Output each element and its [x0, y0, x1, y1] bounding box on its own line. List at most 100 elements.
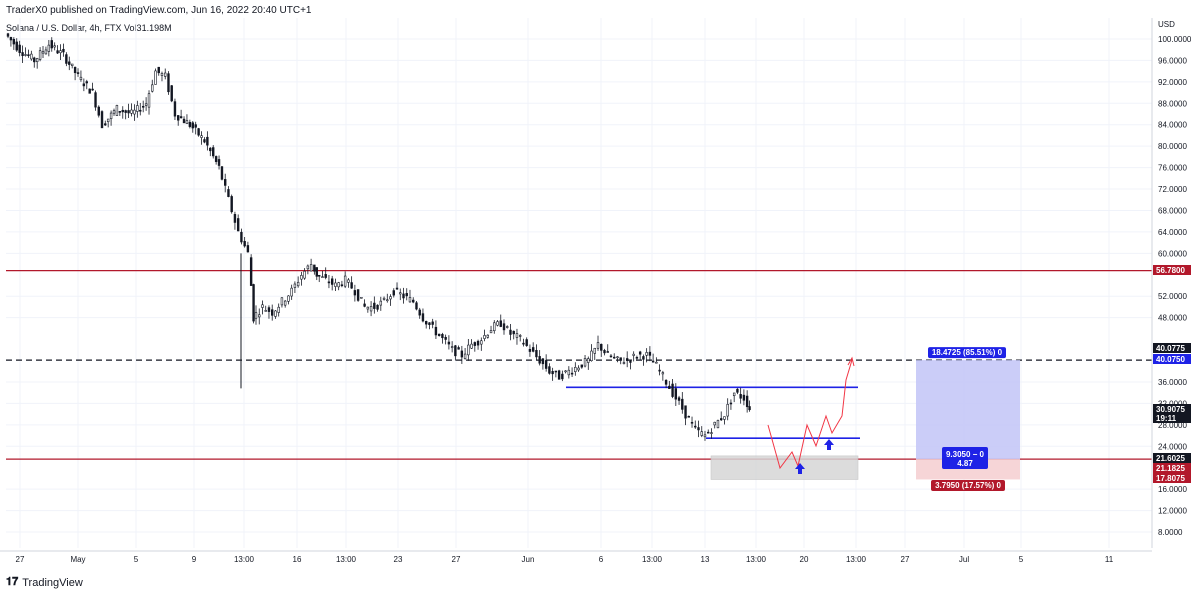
price-tag-bg — [1153, 473, 1191, 483]
x-tick-label: 20 — [800, 555, 809, 564]
candle-body — [220, 166, 224, 180]
candle-body — [745, 395, 749, 408]
x-tick-label: 5 — [1019, 555, 1024, 564]
candle-body — [118, 111, 122, 113]
candle-body — [499, 320, 502, 327]
price-tag-bg — [1153, 343, 1191, 353]
candle-body — [437, 333, 441, 336]
candle-body — [44, 49, 48, 55]
candle-body — [587, 358, 590, 363]
candle-body — [616, 356, 619, 359]
candle-body — [56, 50, 59, 54]
candle-body — [350, 282, 353, 289]
candle-body — [254, 312, 258, 319]
y-tick-label: 84.0000 — [1158, 121, 1187, 130]
candle-body — [694, 425, 697, 428]
candle-body — [567, 369, 571, 376]
x-tick-label: 16 — [293, 555, 302, 564]
price-tag-bg — [1153, 463, 1191, 473]
candle-body — [732, 392, 736, 396]
candle-body — [321, 276, 324, 278]
candle-body — [230, 196, 233, 213]
candle-body — [700, 431, 703, 436]
candle-body — [206, 136, 209, 146]
candle-body — [191, 122, 194, 129]
target-label: 18.4725 (85.51%) 0 — [932, 348, 1003, 357]
x-tick-label: 27 — [901, 555, 910, 564]
up-arrow-icon — [824, 439, 834, 450]
candle-body — [538, 356, 541, 364]
candle-body — [444, 336, 447, 340]
candle-body — [212, 147, 215, 157]
candle-body — [217, 159, 221, 166]
candle-body — [173, 101, 177, 117]
y-tick-label: 96.0000 — [1158, 56, 1187, 65]
price-tag: 40.0775 — [1156, 344, 1185, 353]
candle-body — [541, 358, 545, 365]
candle-body — [522, 342, 525, 345]
candle-body — [151, 84, 154, 92]
candle-body — [658, 369, 661, 372]
candle-body — [30, 53, 33, 60]
candle-body — [124, 110, 127, 113]
candle-body — [379, 300, 383, 306]
candle-body — [515, 333, 519, 338]
candle-body — [457, 347, 460, 350]
candles — [6, 32, 751, 441]
y-tick-label: 76.0000 — [1158, 164, 1187, 173]
x-tick-label: 27 — [452, 555, 461, 564]
candle-body — [431, 321, 434, 325]
candle-body — [386, 299, 389, 302]
candle-body — [100, 111, 104, 129]
currency-label: USD — [1158, 20, 1175, 29]
x-tick-label: 13:00 — [234, 555, 255, 564]
candle-body — [154, 70, 157, 85]
candle-body — [280, 297, 284, 306]
candle-body — [531, 347, 535, 352]
candle-body — [293, 283, 297, 288]
candle-body — [729, 402, 733, 405]
y-tick-label: 64.0000 — [1158, 228, 1187, 237]
price-tag: 17.8075 — [1156, 474, 1185, 483]
candle-body — [450, 346, 454, 348]
y-tick-label: 92.0000 — [1158, 78, 1187, 87]
price-tag-bg — [1153, 413, 1191, 423]
candle-body — [593, 348, 596, 354]
candle-body — [267, 307, 271, 312]
candle-body — [306, 265, 310, 270]
chart-drawings: 18.4725 (85.51%) 0 9.3050 − 04.87 3.7950 (… — [6, 269, 1152, 491]
candle-body — [185, 120, 189, 124]
candle-body — [389, 296, 392, 300]
candle-body — [736, 388, 739, 393]
candle-body — [130, 109, 133, 114]
candle-body — [632, 353, 635, 356]
candle-body — [554, 370, 558, 373]
candle-body — [723, 416, 726, 420]
candle-body — [577, 367, 580, 371]
candle-body — [418, 309, 421, 316]
candle-body — [157, 66, 160, 74]
candle-body — [648, 351, 652, 356]
candle-body — [405, 293, 408, 297]
candle-body — [6, 33, 10, 37]
price-tag-bg — [1153, 265, 1191, 275]
tradingview-logo-icon: 𝟏𝟕 — [6, 576, 19, 588]
candle-body — [382, 297, 386, 300]
candle-body — [399, 292, 402, 295]
y-tick-label: 16.0000 — [1158, 485, 1187, 494]
candle-body — [347, 279, 350, 283]
publish-header: TraderX0 published on TradingView.com, J… — [6, 5, 312, 16]
candle-body — [38, 50, 42, 60]
candle-body — [261, 304, 264, 308]
candle-body — [160, 73, 164, 76]
candle-body — [625, 358, 629, 361]
candle-body — [360, 297, 363, 299]
candle-body — [544, 360, 548, 369]
candle-body — [376, 304, 379, 310]
x-tick-label: Jul — [959, 555, 969, 564]
candle-body — [470, 343, 473, 349]
candle-body — [570, 372, 574, 375]
x-tick-label: 6 — [599, 555, 604, 564]
candle-body — [603, 350, 606, 354]
